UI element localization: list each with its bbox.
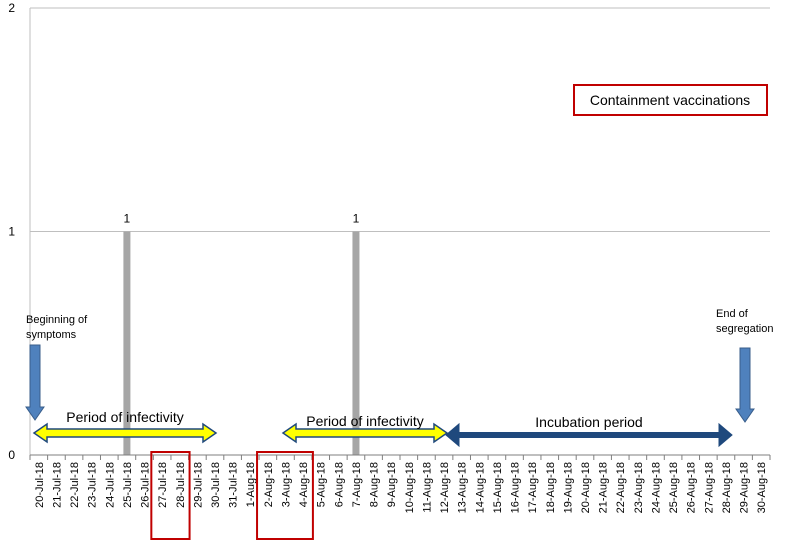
- x-tick-label-7-aug-18: 7-Aug-18: [351, 462, 363, 507]
- period-arrow-1: [32, 422, 218, 444]
- end-label-line2: segregation: [716, 323, 774, 335]
- x-tick-label-12-aug-18: 12-Aug-18: [439, 462, 451, 513]
- legend-box-border: [573, 84, 768, 116]
- y-tick-label-1: 1: [8, 225, 15, 239]
- x-tick-label-14-aug-18: 14-Aug-18: [474, 462, 486, 513]
- x-tick-label-29-aug-18: 29-Aug-18: [739, 462, 751, 513]
- grid-lines: [30, 7, 770, 456]
- x-tick-label-3-aug-18: 3-Aug-18: [280, 462, 292, 507]
- x-axis: 20-Jul-18 21-Jul-18 22-Jul-18 23-Jul-18 24-J…: [29, 454, 771, 513]
- period-label-3: Incubation period: [535, 414, 642, 430]
- x-tick-label-19-aug-18: 19-Aug-18: [562, 462, 574, 513]
- x-tick-label-30-jul-18: 30-Jul-18: [210, 462, 222, 508]
- bar-25-jul-18: [123, 231, 131, 455]
- x-tick-label-5-aug-18: 5-Aug-18: [316, 462, 328, 507]
- x-tick-label-24-jul-18: 24-Jul-18: [104, 462, 116, 508]
- x-tick-label-20-jul-18: 20-Jul-18: [34, 462, 46, 508]
- end-label-line1: End of: [716, 308, 749, 320]
- highlight-box-2: [256, 451, 314, 540]
- x-tick-label-21-jul-18: 21-Jul-18: [51, 462, 63, 508]
- data-label-7-aug-18: 1: [353, 212, 360, 226]
- x-tick-label-17-aug-18: 17-Aug-18: [527, 462, 539, 513]
- data-label-25-jul-18: 1: [124, 212, 131, 226]
- beginning-label-line2: symptoms: [26, 329, 77, 341]
- x-tick-label-23-jul-18: 23-Jul-18: [87, 462, 99, 508]
- x-tick-label-27-aug-18: 27-Aug-18: [703, 462, 715, 513]
- x-tick-label-30-aug-18: 30-Aug-18: [756, 462, 768, 513]
- x-tick-label-25-aug-18: 25-Aug-18: [668, 462, 680, 513]
- x-tick-label-25-jul-18: 25-Jul-18: [122, 462, 134, 508]
- x-tick-label-28-aug-18: 28-Aug-18: [721, 462, 733, 513]
- x-tick-label-20-aug-18: 20-Aug-18: [580, 462, 592, 513]
- x-tick-label-26-jul-18: 26-Jul-18: [140, 462, 152, 508]
- x-tick-label-9-aug-18: 9-Aug-18: [386, 462, 398, 507]
- x-tick-label-23-aug-18: 23-Aug-18: [633, 462, 645, 513]
- legend-box: Containment vaccinations: [573, 84, 768, 116]
- x-tick-label-15-aug-18: 15-Aug-18: [492, 462, 504, 513]
- x-tick-label-2-aug-18: 2-Aug-18: [263, 462, 275, 507]
- end-arrow: [735, 347, 755, 423]
- x-tick-label-21-aug-18: 21-Aug-18: [598, 462, 610, 513]
- period-label-1: Period of infectivity: [66, 409, 184, 425]
- x-tick-label-10-aug-18: 10-Aug-18: [404, 462, 416, 513]
- x-tick-label-4-aug-18: 4-Aug-18: [298, 462, 310, 507]
- x-tick-label-27-jul-18: 27-Jul-18: [157, 462, 169, 508]
- x-tick-label-13-aug-18: 13-Aug-18: [457, 462, 469, 513]
- beginning-arrow: [25, 344, 45, 421]
- x-tick-label-31-jul-18: 31-Jul-18: [228, 462, 240, 508]
- highlight-box-1: [150, 451, 191, 540]
- beginning-label-line1: Beginning of: [26, 314, 88, 326]
- period-label-2: Period of infectivity: [306, 413, 424, 429]
- period-arrow-3: [445, 422, 733, 448]
- x-tick-label-29-jul-18: 29-Jul-18: [192, 462, 204, 508]
- x-tick-label-22-aug-18: 22-Aug-18: [615, 462, 627, 513]
- bar-7-aug-18: [352, 231, 360, 455]
- y-axis: 0 1 2: [8, 1, 31, 462]
- highlight-boxes: [150, 451, 314, 540]
- x-tick-label-16-aug-18: 16-Aug-18: [510, 462, 522, 513]
- period-arrow-2: [281, 422, 449, 444]
- y-tick-label-0: 0: [8, 448, 15, 462]
- x-tick-label-6-aug-18: 6-Aug-18: [333, 462, 345, 507]
- x-tick-label-11-aug-18: 11-Aug-18: [421, 462, 433, 513]
- x-tick-label-24-aug-18: 24-Aug-18: [650, 462, 662, 513]
- x-tick-label-18-aug-18: 18-Aug-18: [545, 462, 557, 513]
- annotations: Period of infectivity Period of infectivi…: [25, 84, 774, 448]
- x-tick-label-22-jul-18: 22-Jul-18: [69, 462, 81, 508]
- x-tick-label-8-aug-18: 8-Aug-18: [369, 462, 381, 507]
- x-tick-label-1-aug-18: 1-Aug-18: [245, 462, 257, 507]
- x-tick-label-26-aug-18: 26-Aug-18: [686, 462, 698, 513]
- y-tick-label-2: 2: [8, 1, 15, 15]
- x-tick-label-28-jul-18: 28-Jul-18: [175, 462, 187, 508]
- legend-label: Containment vaccinations: [590, 92, 750, 108]
